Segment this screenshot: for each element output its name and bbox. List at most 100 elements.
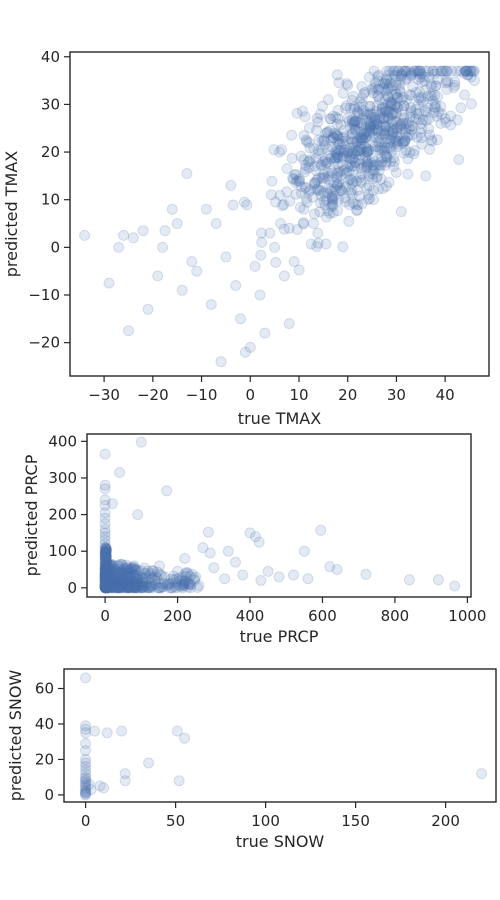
- data-point: [179, 578, 191, 590]
- data-point: [325, 153, 337, 164]
- data-point: [375, 121, 386, 132]
- data-point: [114, 577, 126, 589]
- data-point: [129, 569, 141, 581]
- data-point: [130, 582, 142, 593]
- data-point: [331, 178, 343, 190]
- data-point: [137, 225, 149, 237]
- data-point: [106, 572, 118, 584]
- data-point: [428, 68, 440, 80]
- data-point: [152, 270, 164, 282]
- data-point: [151, 572, 163, 584]
- data-point: [148, 565, 159, 577]
- data-point: [152, 582, 164, 594]
- data-point: [299, 163, 311, 175]
- data-point: [327, 132, 339, 143]
- data-point: [107, 574, 118, 586]
- data-point: [108, 563, 120, 575]
- data-point: [139, 567, 151, 579]
- data-point: [104, 579, 116, 591]
- data-point: [341, 167, 353, 179]
- data-point: [100, 547, 111, 559]
- data-point: [389, 69, 400, 81]
- data-point: [102, 575, 114, 587]
- data-point: [100, 581, 112, 593]
- data-point: [100, 576, 112, 588]
- data-point: [119, 578, 131, 590]
- data-point: [146, 577, 158, 589]
- data-point: [418, 71, 430, 83]
- data-point: [337, 135, 349, 147]
- data-point: [368, 120, 380, 132]
- data-point: [298, 154, 310, 166]
- data-point: [102, 582, 114, 594]
- data-point: [325, 165, 337, 177]
- data-point: [100, 564, 112, 576]
- data-point: [358, 146, 369, 158]
- data-point: [322, 205, 334, 217]
- data-point: [375, 173, 387, 185]
- data-point: [295, 180, 307, 192]
- data-point: [347, 153, 359, 165]
- y-tick-label: 0: [50, 238, 60, 256]
- data-point: [387, 115, 399, 127]
- data-point: [430, 80, 442, 92]
- data-point: [104, 581, 115, 593]
- data-point: [100, 579, 112, 591]
- data-point: [320, 157, 332, 169]
- data-point: [303, 137, 315, 148]
- data-point: [100, 577, 112, 589]
- data-point: [99, 580, 111, 592]
- data-point: [381, 83, 393, 95]
- data-point: [182, 567, 194, 579]
- data-point: [106, 577, 118, 589]
- data-point: [100, 572, 112, 584]
- data-point: [177, 582, 188, 594]
- data-point: [100, 581, 112, 593]
- data-point: [80, 745, 92, 757]
- data-point: [117, 569, 129, 581]
- data-point: [449, 79, 461, 91]
- data-point: [99, 572, 111, 584]
- data-point: [395, 123, 407, 134]
- data-point: [412, 73, 424, 85]
- data-point: [320, 158, 332, 170]
- data-point: [338, 124, 350, 136]
- data-point: [101, 582, 113, 594]
- data-point: [100, 546, 112, 558]
- data-point: [112, 582, 124, 594]
- data-point: [113, 582, 125, 594]
- y-tick-label: 0: [44, 786, 54, 804]
- data-point: [150, 578, 162, 590]
- data-point: [99, 563, 111, 575]
- data-point: [202, 526, 214, 538]
- data-point: [122, 580, 134, 592]
- data-point: [124, 572, 136, 584]
- data-point: [411, 65, 423, 77]
- data-point: [390, 88, 402, 100]
- data-point: [117, 572, 129, 584]
- data-point: [99, 561, 111, 572]
- data-point: [182, 581, 194, 593]
- data-point: [398, 137, 410, 149]
- data-point: [104, 566, 116, 578]
- data-point: [313, 148, 325, 160]
- data-point: [349, 160, 361, 172]
- data-point: [100, 551, 112, 563]
- data-point: [100, 582, 112, 594]
- data-point: [355, 133, 367, 145]
- data-point: [100, 581, 112, 593]
- data-point: [129, 582, 141, 594]
- data-point: [101, 582, 113, 594]
- data-point: [347, 164, 359, 176]
- data-point: [429, 102, 441, 113]
- data-point: [300, 159, 312, 171]
- data-point: [101, 582, 113, 593]
- data-point: [100, 569, 111, 581]
- data-point: [343, 215, 355, 227]
- data-point: [121, 580, 133, 592]
- data-point: [138, 580, 150, 592]
- data-point: [316, 135, 328, 147]
- data-point: [367, 173, 378, 185]
- data-point: [398, 100, 410, 112]
